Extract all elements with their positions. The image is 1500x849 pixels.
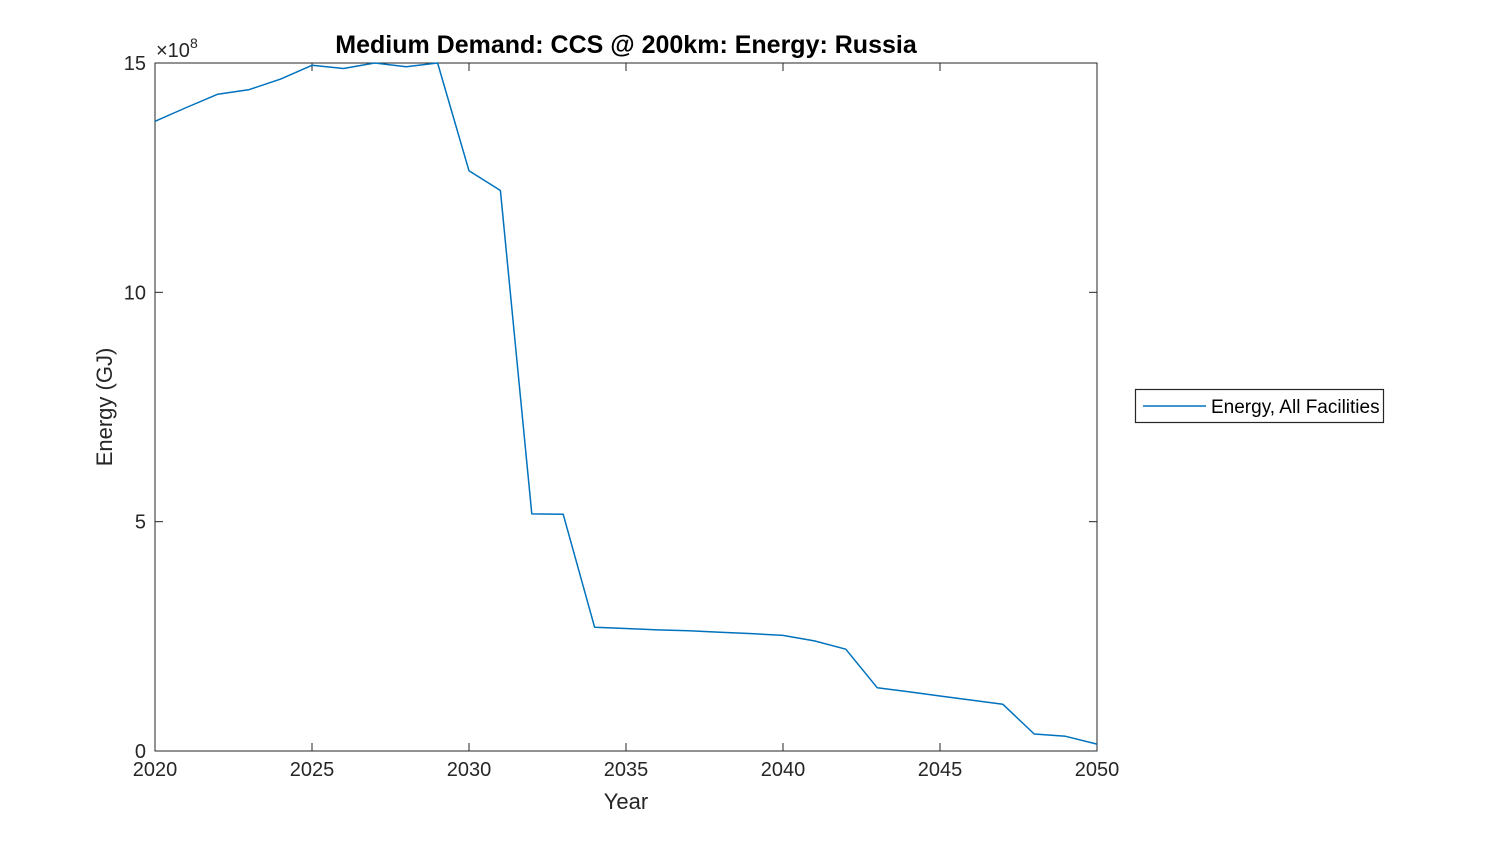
y-axis-exponent-label: ×108 (156, 35, 198, 62)
axis-tick-labels: 2020 2025 2030 2035 2040 2045 2050 0 5 10 15 (124, 53, 1120, 781)
legend-label: Energy, All Facilities (1211, 397, 1380, 418)
x-tick-label: 2030 (447, 759, 492, 781)
y-tick-label: 5 (135, 512, 146, 534)
y-axis-exponent-power: 8 (190, 35, 198, 51)
y-axis-label: Energy (GJ) (92, 348, 117, 467)
x-axis-label: Year (604, 789, 648, 814)
x-tick-label: 2045 (918, 759, 963, 781)
y-tick-label: 0 (135, 741, 146, 763)
x-tick-label: 2040 (761, 759, 806, 781)
data-line-energy-all-facilities (154, 62, 1098, 745)
x-tick-label: 2035 (604, 759, 649, 781)
x-tick-label: 2025 (290, 759, 335, 781)
y-tick-label: 10 (124, 282, 146, 304)
axis-tick-marks (154, 62, 1098, 752)
x-tick-label: 2020 (133, 759, 178, 781)
x-tick-label: 2050 (1075, 759, 1120, 781)
legend: Energy, All Facilities (1134, 388, 1385, 424)
plot-area (154, 62, 1098, 752)
chart-title: Medium Demand: CCS @ 200km: Energy: Russ… (335, 31, 918, 59)
y-tick-label: 15 (124, 53, 146, 75)
y-axis-exponent-base: ×10 (156, 40, 190, 62)
